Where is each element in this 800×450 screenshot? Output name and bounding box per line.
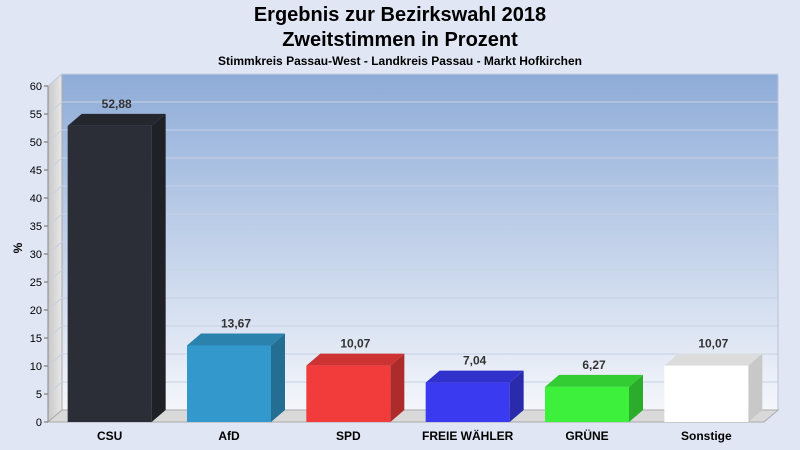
x-tick-label: CSU xyxy=(97,429,122,443)
bar-side xyxy=(509,370,524,422)
y-tick-label: 0 xyxy=(36,417,42,429)
data-label: 7,04 xyxy=(463,354,487,368)
bar-top xyxy=(545,374,643,387)
x-tick-label: AfD xyxy=(218,429,240,443)
gridline xyxy=(47,325,778,339)
x-tick-label: SPD xyxy=(336,429,361,443)
y-tick-label: 55 xyxy=(30,109,42,121)
bar-side xyxy=(390,353,405,422)
y-tick-label: 15 xyxy=(30,333,42,345)
gridline xyxy=(47,241,778,255)
y-tick-label: 30 xyxy=(30,249,42,261)
bar-top xyxy=(306,353,405,366)
data-label: 52,88 xyxy=(102,97,132,111)
y-axis-label: % xyxy=(11,242,25,253)
x-tick-label: GRÜNE xyxy=(565,428,608,443)
bar-top xyxy=(187,333,285,346)
bar-side xyxy=(151,113,166,422)
gridline xyxy=(47,185,778,199)
data-label: 6,27 xyxy=(582,358,606,372)
chart-subtitle: Stimmkreis Passau-West - Landkreis Passa… xyxy=(218,54,582,68)
y-tick-label: 60 xyxy=(30,81,42,93)
y-tick-label: 40 xyxy=(30,193,42,205)
bar-top xyxy=(664,353,763,366)
bar-freie-wähler xyxy=(425,382,510,422)
gridline xyxy=(47,353,778,367)
bar-top xyxy=(67,113,166,126)
y-tick-label: 35 xyxy=(30,221,42,233)
y-tick-label: 10 xyxy=(30,361,42,373)
bar-side xyxy=(271,333,285,422)
gridline xyxy=(47,269,778,283)
chart-title-line2: Zweitstimmen in Prozent xyxy=(282,29,518,51)
gridline xyxy=(47,381,778,395)
bar-side xyxy=(629,374,643,422)
data-label: 10,07 xyxy=(698,337,728,351)
bar-csu xyxy=(67,125,152,422)
gridline xyxy=(47,297,778,311)
x-tick-label: Sonstige xyxy=(681,429,732,443)
bar-sonstige xyxy=(664,365,749,422)
y-tick-label: 45 xyxy=(30,165,42,177)
gridline xyxy=(47,73,778,87)
data-label: 13,67 xyxy=(221,316,251,330)
y-tick-label: 25 xyxy=(30,277,42,289)
x-tick-label: FREIE WÄHLER xyxy=(422,428,514,443)
bar-side xyxy=(748,353,763,422)
y-tick-label: 20 xyxy=(30,305,42,317)
gridline xyxy=(47,213,778,227)
gridline xyxy=(47,101,778,115)
bar-top xyxy=(425,370,524,383)
data-label: 10,07 xyxy=(340,337,370,351)
gridline xyxy=(47,129,778,143)
gridline xyxy=(47,157,778,171)
bar-grüne xyxy=(545,386,629,422)
y-tick-label: 50 xyxy=(30,137,42,149)
bar-afd xyxy=(187,345,271,422)
y-tick-label: 5 xyxy=(36,389,42,401)
bar-spd xyxy=(306,365,391,422)
chart-title: Ergebnis zur Bezirkswahl 2018 xyxy=(253,4,547,26)
